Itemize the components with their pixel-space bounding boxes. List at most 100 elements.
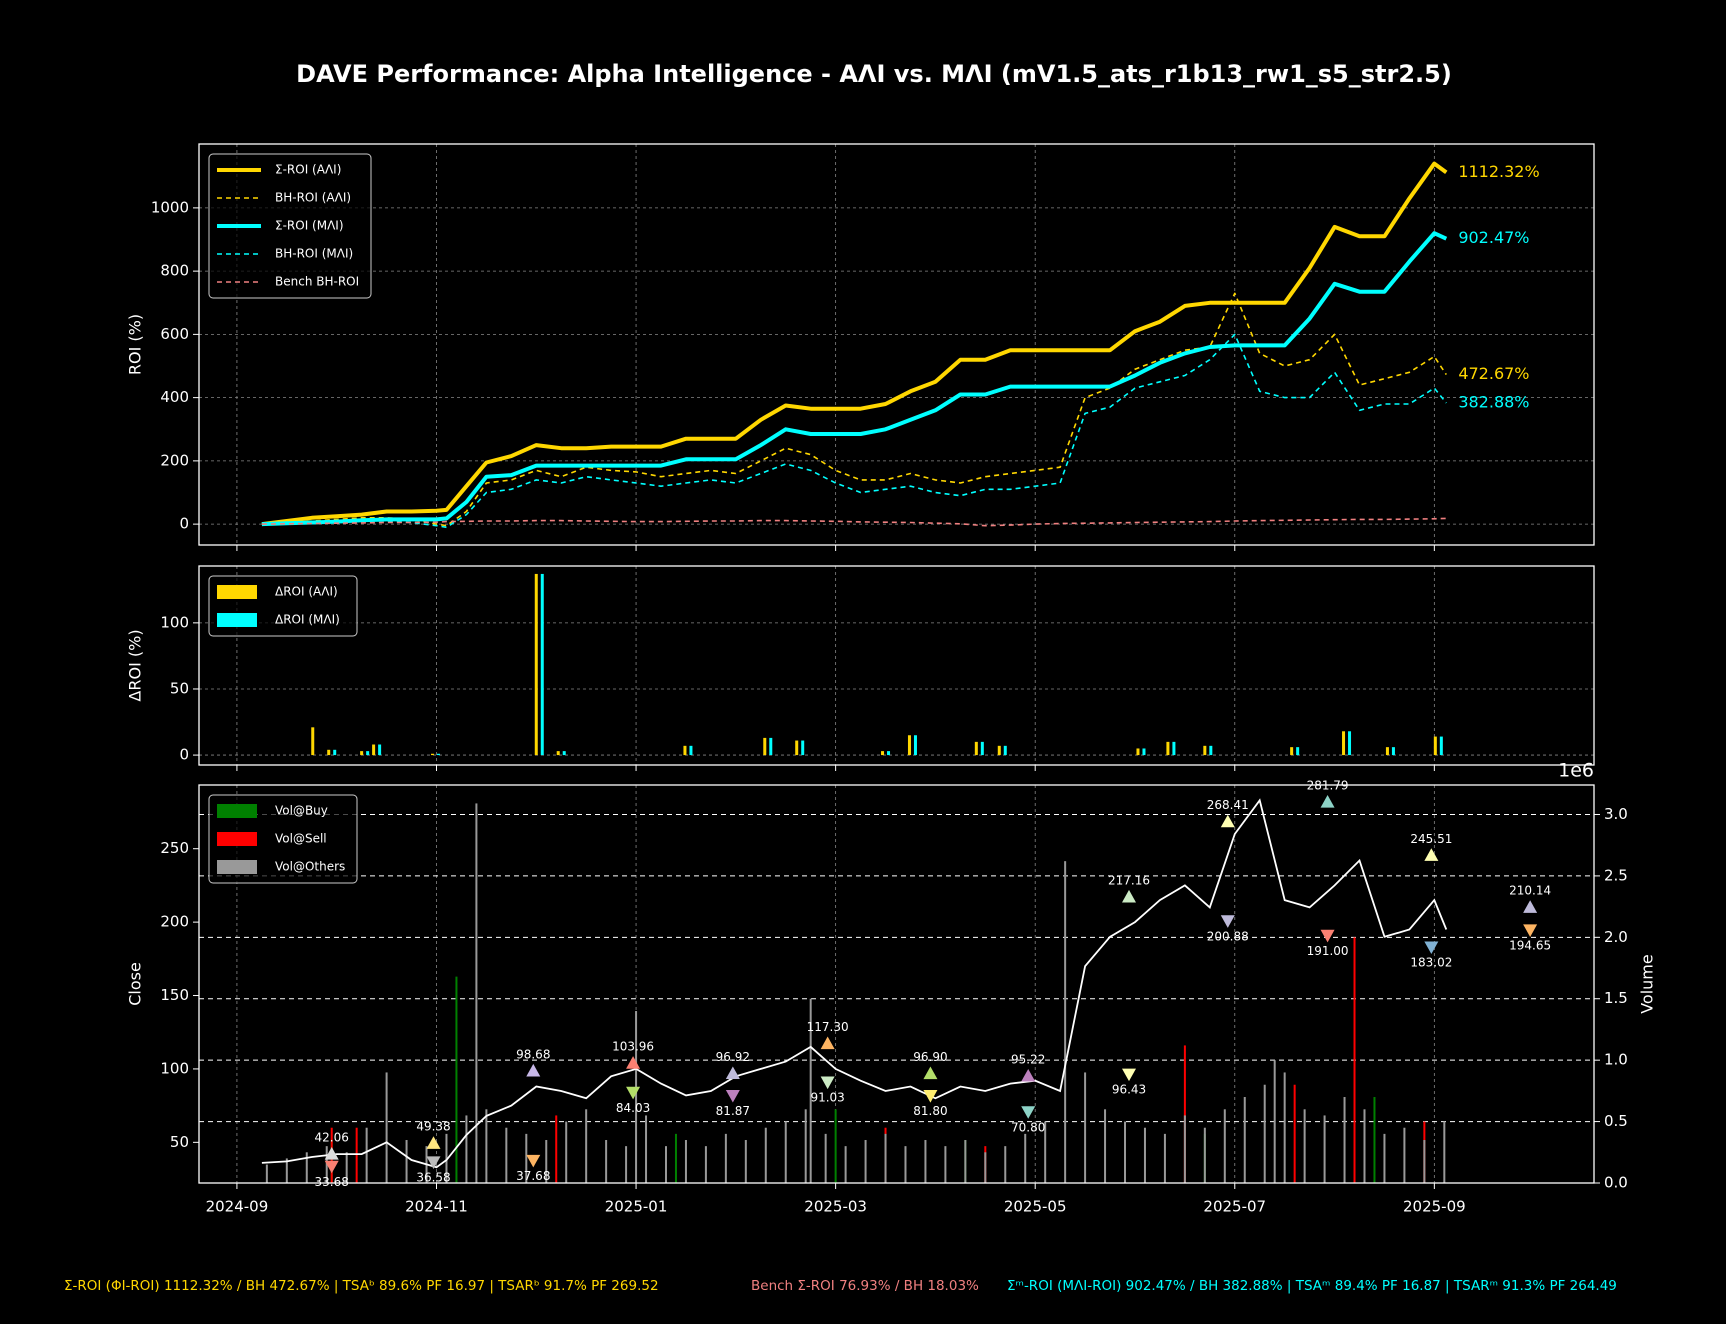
- marker-label: 217.16: [1108, 873, 1150, 887]
- buy-marker: [426, 1136, 441, 1149]
- y-tick-label: 100: [160, 613, 189, 631]
- legend-swatch: [217, 585, 257, 599]
- buy-marker: [1220, 814, 1235, 828]
- volume-bar: [744, 1140, 747, 1183]
- y-tick-label: 200: [160, 913, 189, 931]
- y2-tick-label: 1.5: [1604, 989, 1628, 1007]
- y-tick-label: 400: [160, 388, 189, 406]
- end-label: 472.67%: [1458, 364, 1529, 383]
- volume-bar: [265, 1164, 268, 1183]
- volume-bar: [674, 1133, 677, 1183]
- bar: [378, 744, 382, 756]
- bar: [333, 749, 337, 756]
- legend-label: Vol@Buy: [275, 804, 328, 818]
- marker-label: 191.00: [1307, 944, 1349, 958]
- volume-bar: [1044, 1121, 1047, 1183]
- volume-bar: [385, 1072, 388, 1183]
- bar: [1342, 731, 1346, 756]
- marker-label: 37.68: [516, 1169, 550, 1183]
- bar: [1142, 748, 1146, 756]
- bar: [689, 745, 693, 756]
- series-line: [261, 333, 1447, 529]
- marker-label: 96.90: [913, 1050, 947, 1064]
- volume-bar: [1293, 1084, 1296, 1183]
- marker-label: 96.43: [1112, 1083, 1146, 1097]
- marker-label: 245.51: [1410, 832, 1452, 846]
- volume-bar: [365, 1127, 368, 1183]
- volume-bar: [804, 1109, 807, 1183]
- bar: [763, 737, 767, 756]
- volume-bar: [355, 1127, 358, 1183]
- x-tick-label: 2025-07: [1203, 1198, 1266, 1216]
- legend-label: Vol@Sell: [275, 832, 327, 846]
- volume-bar: [1124, 1121, 1127, 1183]
- marker-label: 33.68: [315, 1175, 349, 1189]
- volume-bar: [984, 1152, 987, 1183]
- y2-tick-label: 2.0: [1604, 928, 1628, 946]
- volume-bar: [664, 1146, 667, 1183]
- volume-bar: [844, 1146, 847, 1183]
- buy-marker: [923, 1066, 938, 1080]
- volume-bar: [1004, 1146, 1007, 1183]
- y-tick-label: 200: [160, 451, 189, 469]
- volume-bar: [1223, 1109, 1226, 1183]
- volume-bar: [784, 1121, 787, 1183]
- axes-frame: [198, 784, 1595, 1184]
- volume-bar: [605, 1140, 608, 1183]
- y-tick-label: 250: [160, 839, 189, 857]
- volume-bar: [325, 1146, 328, 1183]
- volume-bar: [445, 1133, 448, 1183]
- volume-bar: [1323, 1115, 1326, 1183]
- bar: [1433, 736, 1437, 756]
- bar: [430, 753, 434, 756]
- y-axis-label: Close: [126, 962, 145, 1006]
- volume-bar: [1403, 1127, 1406, 1183]
- marker-label: 81.80: [913, 1104, 947, 1118]
- volume-bar: [1383, 1133, 1386, 1183]
- legend-label: Vol@Others: [275, 860, 345, 874]
- volume-bar: [455, 976, 458, 1183]
- volume-bar: [884, 1133, 887, 1183]
- bar: [556, 751, 560, 756]
- sell-marker: [1220, 915, 1235, 928]
- marker-label: 268.41: [1207, 798, 1249, 812]
- bar: [1166, 741, 1170, 756]
- footer-text: Σᵐ-ROI (MΛI-ROI) 902.47% / BH 382.88% | …: [1007, 1278, 1617, 1294]
- end-label: 902.47%: [1458, 228, 1529, 247]
- volume-bar: [405, 1140, 408, 1183]
- volume-bar: [555, 1115, 558, 1183]
- bar: [769, 737, 773, 756]
- marker-label: 103.96: [612, 1040, 654, 1054]
- volume-bar: [1203, 1127, 1206, 1183]
- legend-swatch: [217, 832, 257, 846]
- bar: [1391, 747, 1395, 756]
- bar: [1296, 747, 1300, 756]
- sell-marker: [626, 1086, 641, 1100]
- sell-marker: [324, 1160, 339, 1174]
- volume-bar: [1343, 1097, 1346, 1183]
- volume-bar: [635, 1011, 638, 1183]
- y-tick-label: 0: [179, 746, 189, 764]
- volume-bar: [345, 1152, 348, 1183]
- legend-label: Σ-ROI (MΛI): [275, 219, 344, 233]
- volume-bar: [625, 1146, 628, 1183]
- volume-bar: [1064, 861, 1067, 1183]
- volume-bar: [1363, 1109, 1366, 1183]
- y-tick-label: 100: [160, 1059, 189, 1077]
- bar: [366, 751, 370, 756]
- volume-bar: [944, 1146, 947, 1183]
- y-axis-label: ΔROI (%): [126, 629, 145, 701]
- legend-label: BH-ROI (AΛI): [275, 191, 351, 205]
- bar: [974, 741, 978, 756]
- volume-bar: [809, 998, 812, 1183]
- marker-label: 95.22: [1011, 1052, 1045, 1066]
- series-line: [261, 292, 1447, 527]
- volume-bar: [1183, 1115, 1186, 1183]
- y-tick-label: 800: [160, 262, 189, 280]
- y2-tick-label: 0.5: [1604, 1112, 1628, 1130]
- y2-tick-label: 2.5: [1604, 866, 1628, 884]
- volume-bar: [645, 1115, 648, 1183]
- buy-marker: [1424, 848, 1439, 861]
- legend-swatch: [217, 804, 257, 818]
